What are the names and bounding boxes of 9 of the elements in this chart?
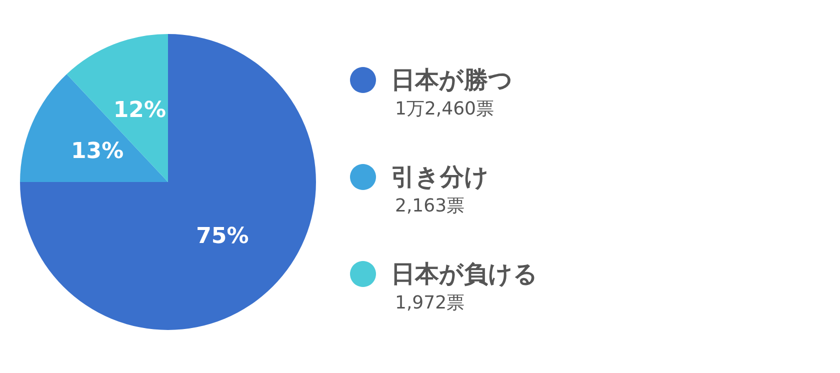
data-label: 13% <box>70 138 124 164</box>
legend-label: 日本が勝つ <box>391 66 513 94</box>
legend-label: 日本が負ける <box>391 260 538 288</box>
legend-label: 引き分け <box>391 163 489 191</box>
text: 1万2,460票 <box>395 98 494 120</box>
text: 1,972票 <box>395 292 465 314</box>
data-label: 12% <box>113 98 166 123</box>
text: 2,163票 <box>395 196 465 216</box>
data-label: 75% <box>196 224 249 249</box>
